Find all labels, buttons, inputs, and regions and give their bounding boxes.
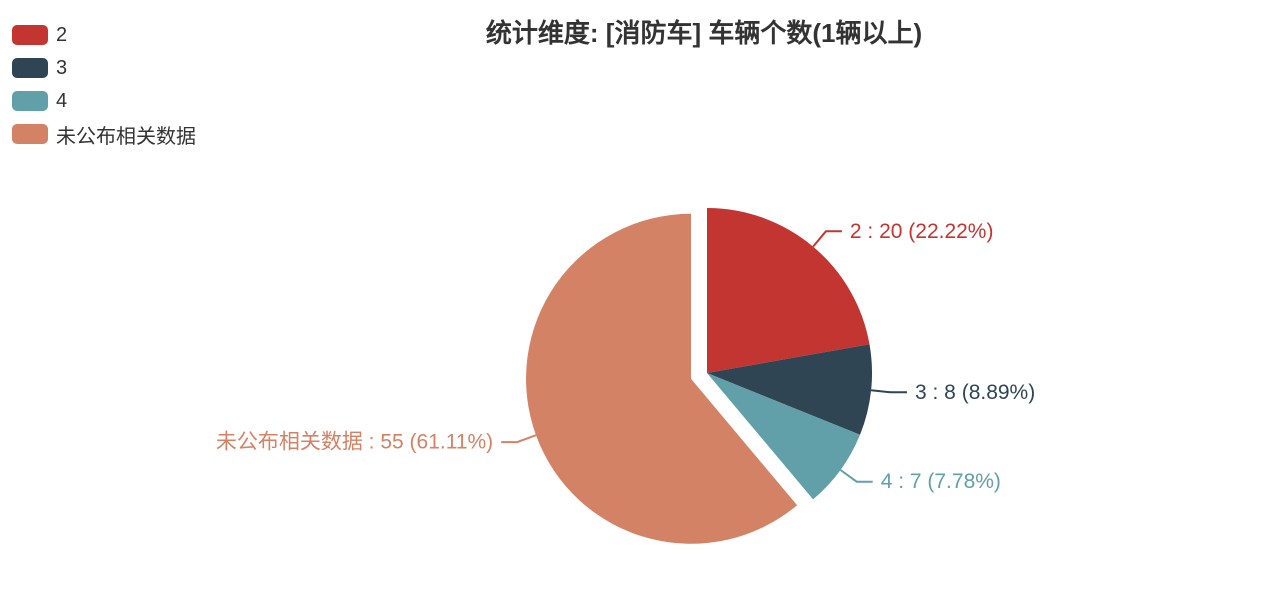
- pie-slice-2[interactable]: [707, 373, 860, 500]
- legend-swatch-icon: [12, 124, 48, 144]
- legend-label: 2: [56, 23, 68, 46]
- slice-label-1: 3 : 8 (8.89%): [915, 381, 1035, 404]
- slice-label-3: 未公布相关数据 : 55 (61.11%): [216, 431, 493, 454]
- legend-label: 未公布相关数据: [56, 125, 196, 148]
- legend-item-3[interactable]: 未公布相关数据: [12, 124, 196, 148]
- legend-label: 3: [56, 56, 68, 79]
- legend-item-0[interactable]: 2: [12, 23, 196, 46]
- label-line-0: [812, 230, 842, 248]
- slice-label-0: 2 : 20 (22.22%): [850, 220, 994, 243]
- legend-item-1[interactable]: 3: [12, 56, 196, 79]
- pie-slice-1[interactable]: [707, 344, 873, 435]
- slice-label-2: 4 : 7 (7.78%): [881, 470, 1001, 493]
- legend-item-2[interactable]: 4: [12, 89, 196, 112]
- label-line-3: [501, 434, 537, 444]
- pie-slice-3[interactable]: [526, 213, 798, 544]
- pie-slice-0[interactable]: [707, 208, 870, 373]
- chart-title: 统计维度: [消防车] 车辆个数(1辆以上): [485, 18, 923, 48]
- legend: 2 3 4 未公布相关数据: [12, 23, 196, 157]
- legend-swatch-icon: [12, 25, 48, 45]
- label-line-2: [839, 469, 873, 483]
- label-line-1: [870, 389, 907, 394]
- legend-label: 4: [56, 89, 68, 112]
- legend-swatch-icon: [12, 91, 48, 111]
- legend-swatch-icon: [12, 58, 48, 78]
